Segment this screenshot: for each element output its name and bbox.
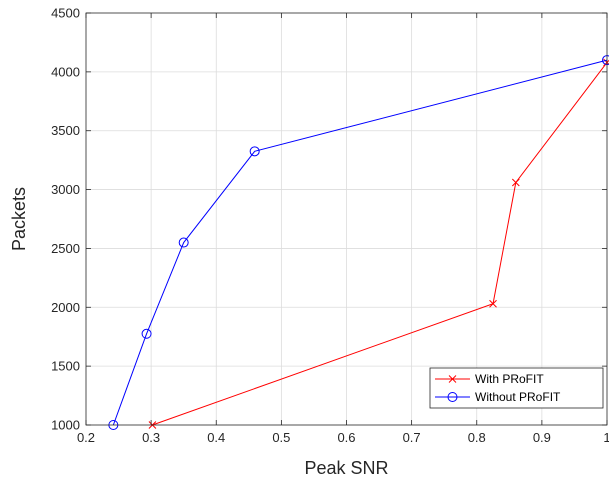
legend-box xyxy=(429,367,604,409)
y-tick-label: 3000 xyxy=(51,182,80,197)
grid-lines xyxy=(86,13,607,425)
x-tick-label: 0.7 xyxy=(403,430,421,445)
y-tick-label: 1500 xyxy=(51,359,80,374)
y-tick-label: 1000 xyxy=(51,418,80,433)
series-line xyxy=(112,59,608,426)
legend-marker xyxy=(447,392,458,402)
axis-ticks: 0.2 0.3 0.4 0.5 0.6 0.7 0.8 0.9 1 1000 1500 2000 250… xyxy=(51,6,609,446)
data-point xyxy=(249,146,260,157)
x-tick-label: 1 xyxy=(603,430,609,445)
x-tick-label: 0.5 xyxy=(272,430,290,445)
series-line xyxy=(152,62,608,426)
series xyxy=(148,58,609,429)
legend: With PRoFIT Without PRoFIT xyxy=(429,367,604,409)
x-tick-label: 0.9 xyxy=(533,430,551,445)
x-tick-label: 0.8 xyxy=(468,430,486,445)
data-point xyxy=(511,178,520,187)
data-point xyxy=(141,328,152,339)
y-axis-label: Packets xyxy=(9,187,29,251)
legend-item: With PRoFIT xyxy=(435,372,544,386)
data-point xyxy=(489,299,497,308)
x-tick-label: 0.3 xyxy=(142,430,160,445)
x-tick-label: 0.4 xyxy=(207,430,225,445)
x-tick-label: 0.6 xyxy=(337,430,355,445)
x-tick-label: 0.2 xyxy=(77,430,95,445)
data-point xyxy=(178,237,189,248)
y-tick-label: 2500 xyxy=(51,241,80,256)
y-tick-label: 4500 xyxy=(51,6,80,21)
legend-label: With PRoFIT xyxy=(475,372,544,386)
y-tick-label: 2000 xyxy=(51,300,80,315)
y-tick-label: 4000 xyxy=(51,64,80,79)
legend-items: With PRoFIT Without PRoFIT xyxy=(435,372,561,404)
x-axis-label: Peak SNR xyxy=(304,458,388,478)
y-tick-label: 3500 xyxy=(51,123,80,138)
legend-label: Without PRoFIT xyxy=(475,390,561,404)
legend-item: Without PRoFIT xyxy=(435,390,561,404)
legend-marker xyxy=(448,375,457,383)
